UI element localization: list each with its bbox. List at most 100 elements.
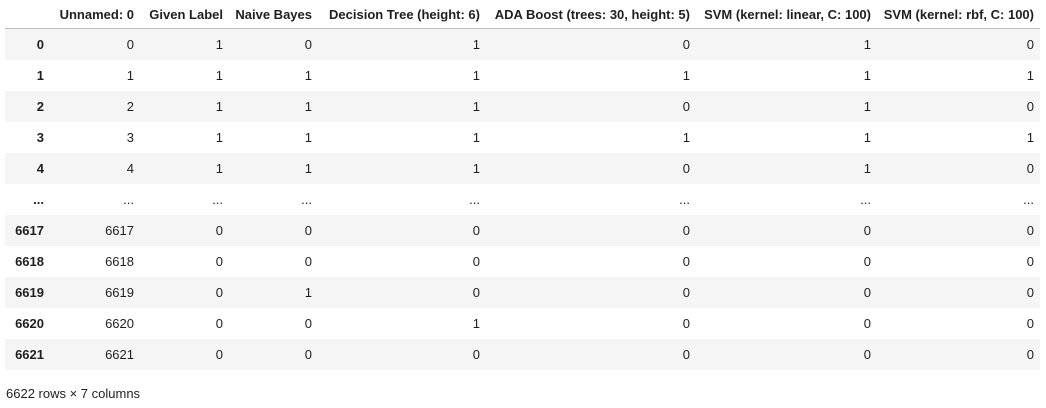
table-cell: 0 [1026,253,1034,269]
table-cell: 1 [215,160,223,176]
table-cell: 0 [472,253,480,269]
table-row: 6620 6620 0 0 1 0 0 0 [5,308,1040,339]
table-cell: 0 [126,36,134,52]
table-cell: 0 [682,160,690,176]
table-cell: 0 [215,253,223,269]
table-row: 3 3 1 1 1 1 1 1 [5,122,1040,153]
table-row: 6618 6618 0 0 0 0 0 0 [5,246,1040,277]
table-cell: 0 [215,346,223,362]
table-cell: 4 [126,160,134,176]
table-cell: 0 [1026,160,1034,176]
row-index: 6618 [15,253,44,269]
table-cell: 0 [1026,315,1034,331]
table-cell: 0 [863,284,871,300]
dataframe-table: Unnamed: 0 Given Label Naive Bayes Decision… [5,0,1040,370]
table-cell: 0 [682,346,690,362]
column-header: SVM (kernel: linear, C: 100) [696,0,877,29]
index-header [5,0,51,29]
row-index: 4 [36,160,44,176]
table-cell: 0 [682,36,690,52]
row-index: 1 [36,67,44,83]
table-cell: 1 [863,129,871,145]
table-cell: 0 [863,315,871,331]
table-row: 4 4 1 1 1 0 1 0 [5,152,1040,184]
table-cell: 1 [863,160,871,176]
table-cell: 1 [304,98,312,114]
table-cell: 0 [682,222,690,238]
table-cell: 1 [215,129,223,145]
table-cell: 1 [472,315,480,331]
table-cell: 0 [1026,284,1034,300]
table-cell: 0 [472,222,480,238]
table-cell: 6618 [105,253,134,269]
header-row: Unnamed: 0 Given Label Naive Bayes Decision… [5,0,1040,29]
table-cell: 0 [215,315,223,331]
table-cell: 1 [1026,67,1034,83]
table-cell: 1 [304,160,312,176]
table-cell: 0 [215,222,223,238]
table-cell: 0 [682,98,690,114]
table-cell: 1 [472,67,480,83]
row-index: 3 [36,129,44,145]
table-cell: ... [1023,191,1034,207]
table-row: 6621 6621 0 0 0 0 0 0 [5,338,1040,370]
table-cell: ... [301,191,312,207]
table-cell: 0 [304,222,312,238]
table-cell: 0 [863,346,871,362]
table-cell: 0 [472,346,480,362]
table-row: ........................ [5,184,1040,215]
table-row: 0 0 1 0 1 0 1 0 [5,28,1040,60]
table-cell: 1 [304,129,312,145]
table-cell: ... [212,191,223,207]
table-cell: 1 [472,160,480,176]
row-index: 6620 [15,315,44,331]
table-cell: 6620 [105,315,134,331]
table-cell: 1 [682,67,690,83]
column-header: Unnamed: 0 [51,0,140,29]
table-cell: 1 [472,129,480,145]
table-cell: 0 [304,346,312,362]
table-cell: 6621 [105,346,134,362]
row-index: 6617 [15,222,44,238]
table-cell: 1 [215,98,223,114]
table-cell: 1 [472,36,480,52]
table-cell: 0 [472,284,480,300]
table-cell: 1 [863,36,871,52]
table-cell: ... [860,191,871,207]
table-cell: 0 [1026,346,1034,362]
table-cell: 0 [682,315,690,331]
row-index: 6619 [15,284,44,300]
row-index: 2 [36,98,44,114]
table-cell: 1 [304,284,312,300]
table-cell: 0 [304,36,312,52]
table-cell: 0 [304,253,312,269]
table-cell: 1 [126,67,134,83]
column-header: ADA Boost (trees: 30, height: 5) [486,0,696,29]
table-cell: 2 [126,98,134,114]
table-row: 6617 6617 0 0 0 0 0 0 [5,214,1040,246]
row-index: ... [33,191,44,207]
table-cell: 1 [682,129,690,145]
table-cell: 0 [863,253,871,269]
table-row: 1 1 1 1 1 1 1 1 [5,60,1040,91]
table-cell: 0 [1026,36,1034,52]
table-cell: 0 [304,315,312,331]
table-cell: 1 [215,36,223,52]
table-cell: 0 [682,253,690,269]
table-cell: 1 [863,67,871,83]
row-index: 0 [36,36,44,52]
table-cell: ... [679,191,690,207]
table-cell: 1 [304,67,312,83]
table-row: 6619 6619 0 1 0 0 0 0 [5,276,1040,308]
table-shape-caption: 6622 rows × 7 columns [6,386,141,401]
table-cell: 1 [472,98,480,114]
table-cell: ... [469,191,480,207]
table-cell: 6619 [105,284,134,300]
column-header: Given Label [140,0,229,29]
column-header: Decision Tree (height: 6) [318,0,486,29]
table-cell: 0 [1026,222,1034,238]
table-cell: 0 [1026,98,1034,114]
table-cell: 0 [863,222,871,238]
table-row: 2 2 1 1 1 0 1 0 [5,90,1040,122]
